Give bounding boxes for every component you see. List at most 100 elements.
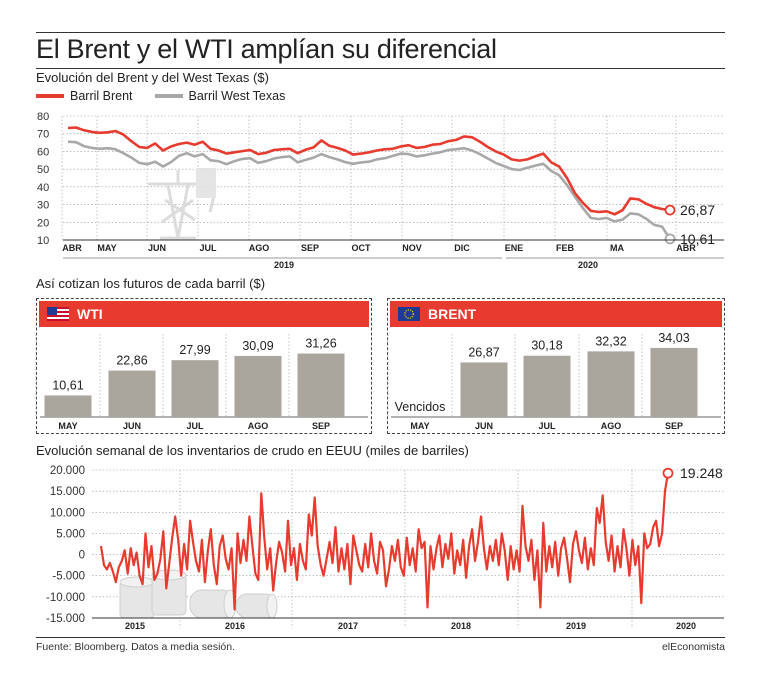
- brent-panel: BRENT: [387, 298, 725, 434]
- legend-label-wti: Barril West Texas: [188, 89, 286, 103]
- price-ytick-label: 30: [37, 200, 49, 212]
- bar-wti-jul: [171, 360, 219, 417]
- futures-bars: 10,61 MAY 22,86 JUN 27,99 JUL 30,09 AGO 31,26 SEP…: [35, 331, 721, 431]
- inventory-chart-title: Evolución semanal de los inventarios de …: [36, 443, 469, 458]
- bar-brent-jun: [460, 362, 508, 417]
- bar-category-label: JUN: [475, 421, 493, 431]
- us-flag-graphic: [47, 307, 69, 321]
- price-chart-title: Evolución del Brent y del West Texas ($): [36, 70, 269, 85]
- series-line-wti: [67, 140, 672, 240]
- inventory-ytick-label: 20.000: [50, 465, 85, 477]
- price-month-label: MA: [610, 243, 624, 253]
- inventory-axis: -15.000 -10.000 -5.000 0 5.000 10.000 15.000 20…: [46, 465, 724, 631]
- price-month-label: JUL: [199, 243, 217, 253]
- price-month-label: SEP: [301, 243, 319, 253]
- bar-value-label: 31,26: [305, 337, 336, 351]
- price-month-label: MAY: [97, 243, 116, 253]
- price-month-label: AGO: [249, 243, 270, 253]
- inventory-line: [99, 473, 670, 611]
- source-note: Fuente: Bloomberg. Datos a media sesión.: [36, 641, 236, 653]
- bar-value-label: 26,87: [468, 345, 499, 359]
- price-month-label: DIC: [454, 243, 470, 253]
- bar-value-label: 34,03: [658, 331, 689, 345]
- bar-category-label: MAY: [58, 421, 77, 431]
- price-ytick-label: 10: [37, 235, 49, 247]
- inventory-ytick-label: 15.000: [50, 486, 85, 498]
- price-ytick-label: 50: [37, 164, 49, 176]
- price-ytick-label: 60: [37, 146, 49, 158]
- footer-rule: [36, 637, 725, 638]
- year-label-2020: 2020: [578, 260, 598, 270]
- bar-category-label: AGO: [601, 421, 622, 431]
- bar-brent-ago: [587, 351, 635, 417]
- bar-wti-jun: [108, 370, 156, 417]
- inventory-ytick-label: -15.000: [46, 613, 85, 625]
- bar-value-label: 30,09: [242, 339, 273, 353]
- inventory-ytick-label: -5.000: [52, 571, 85, 583]
- price-month-label: OCT: [352, 243, 372, 253]
- bar-value-label: 22,86: [116, 354, 147, 368]
- inventory-year-label: 2019: [566, 621, 586, 631]
- price-month-label: NOV: [402, 243, 422, 253]
- inventory-end-label: 19.248: [680, 465, 723, 481]
- bar-value-label: 32,32: [595, 334, 626, 348]
- bar-value-label: Vencidos: [395, 400, 446, 414]
- us-flag-icon: [47, 307, 69, 321]
- page-title: El Brent y el WTI amplían su diferencial: [36, 34, 497, 64]
- bar-category-label: SEP: [312, 421, 330, 431]
- oil-barrels-illustration: [119, 569, 278, 619]
- price-month-label: JUN: [148, 243, 166, 253]
- year-label-2019: 2019: [274, 260, 294, 270]
- inventory-chart: 19.248 -15.000 -10.000 -5.000 0 5.000 10.000 1…: [46, 465, 724, 631]
- inventory-year-label: 2018: [451, 621, 471, 631]
- bar-brent-jul: [523, 355, 571, 417]
- wti-panel-header: WTI: [39, 301, 369, 327]
- bar-category-label: JUN: [123, 421, 141, 431]
- legend-label-brent: Barril Brent: [70, 89, 133, 103]
- legend-wti: Barril West Texas: [154, 89, 286, 103]
- top-rule: [36, 32, 725, 33]
- bar-category-label: MAY: [410, 421, 429, 431]
- legend-swatch-wti: [154, 94, 183, 98]
- price-ytick-label: 20: [37, 217, 49, 229]
- bar-wti-ago: [234, 355, 282, 417]
- inventory-year-label: 2016: [225, 621, 245, 631]
- eu-flag-icon: [398, 307, 420, 321]
- inventory-year-label: 2015: [125, 621, 145, 631]
- inventory-ytick-label: -10.000: [46, 592, 85, 604]
- bar-category-label: JUL: [186, 421, 204, 431]
- bar-value-label: 30,18: [531, 339, 562, 353]
- series-line-brent: [67, 126, 671, 216]
- price-month-label: ABR: [676, 243, 696, 253]
- wti-panel-label: WTI: [77, 306, 103, 322]
- inventory-ytick-label: 5.000: [56, 528, 85, 540]
- series-end-label: 10,61: [680, 231, 715, 247]
- price-axis: 10 20 30 40 50 60 70 80 ABR MAY JUN JUL AGO SEP OCT NOV…: [37, 111, 724, 270]
- inventory-ytick-label: 10.000: [50, 507, 85, 519]
- bar-wti-may: [44, 395, 92, 417]
- series-end-marker: [664, 204, 676, 216]
- brent-panel-header: BRENT: [390, 301, 722, 327]
- price-month-label: ENE: [505, 243, 524, 253]
- eu-flag-graphic: [398, 307, 420, 321]
- wti-panel: WTI: [36, 298, 372, 434]
- brent-panel-label: BRENT: [428, 306, 477, 322]
- futures-chart-title: Así cotizan los futuros de cada barril (…: [36, 276, 266, 291]
- inventory-year-label: 2020: [676, 621, 696, 631]
- price-legend: Barril Brent Barril West Texas: [36, 89, 299, 103]
- inventory-series: 19.248: [99, 465, 723, 611]
- inventory-end-marker: [662, 467, 674, 479]
- series-end-marker: [664, 233, 676, 245]
- title-rule: [36, 68, 725, 69]
- oil-pump-illustration: [148, 168, 216, 240]
- brand-logo: elEconomista: [661, 641, 725, 653]
- price-month-label: FEB: [556, 243, 575, 253]
- series-end-label: 26,87: [680, 202, 715, 218]
- price-ytick-label: 80: [37, 111, 49, 123]
- price-month-label: ABR: [62, 243, 82, 253]
- bar-value-label: 10,61: [52, 378, 83, 392]
- bar-category-label: JUL: [538, 421, 556, 431]
- price-ytick-label: 70: [37, 129, 49, 141]
- price-chart: 10,61 26,87 10 20 30 40 50 60 70 80 ABR MAY JUN JUL A…: [37, 111, 724, 270]
- inventory-year-label: 2017: [338, 621, 358, 631]
